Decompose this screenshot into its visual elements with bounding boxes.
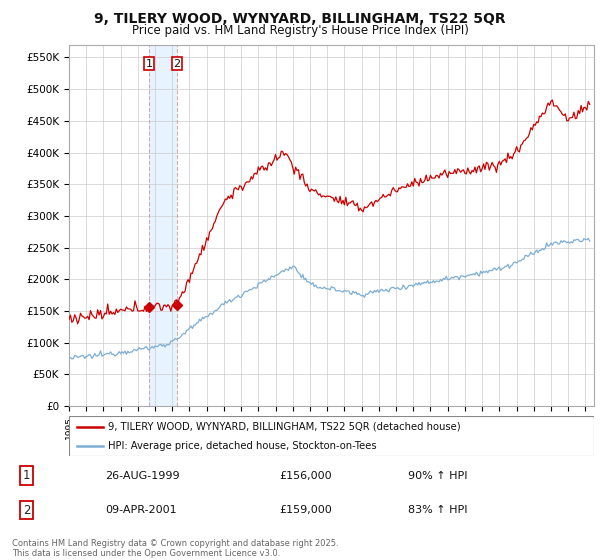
Text: 26-AUG-1999: 26-AUG-1999 — [105, 470, 180, 480]
Bar — [149, 45, 177, 406]
Text: Price paid vs. HM Land Registry's House Price Index (HPI): Price paid vs. HM Land Registry's House … — [131, 24, 469, 36]
Text: 2: 2 — [173, 59, 181, 69]
Text: 9, TILERY WOOD, WYNYARD, BILLINGHAM, TS22 5QR (detached house): 9, TILERY WOOD, WYNYARD, BILLINGHAM, TS2… — [109, 422, 461, 432]
Text: 9, TILERY WOOD, WYNYARD, BILLINGHAM, TS22 5QR: 9, TILERY WOOD, WYNYARD, BILLINGHAM, TS2… — [94, 12, 506, 26]
Text: 1: 1 — [23, 469, 30, 482]
Text: 09-APR-2001: 09-APR-2001 — [105, 505, 177, 515]
Text: 90% ↑ HPI: 90% ↑ HPI — [408, 470, 467, 480]
Text: 1: 1 — [146, 59, 152, 69]
Text: 83% ↑ HPI: 83% ↑ HPI — [408, 505, 467, 515]
Text: £156,000: £156,000 — [280, 470, 332, 480]
Text: HPI: Average price, detached house, Stockton-on-Tees: HPI: Average price, detached house, Stoc… — [109, 441, 377, 450]
Text: Contains HM Land Registry data © Crown copyright and database right 2025.
This d: Contains HM Land Registry data © Crown c… — [12, 539, 338, 558]
Text: 2: 2 — [23, 503, 30, 516]
Text: £159,000: £159,000 — [280, 505, 332, 515]
